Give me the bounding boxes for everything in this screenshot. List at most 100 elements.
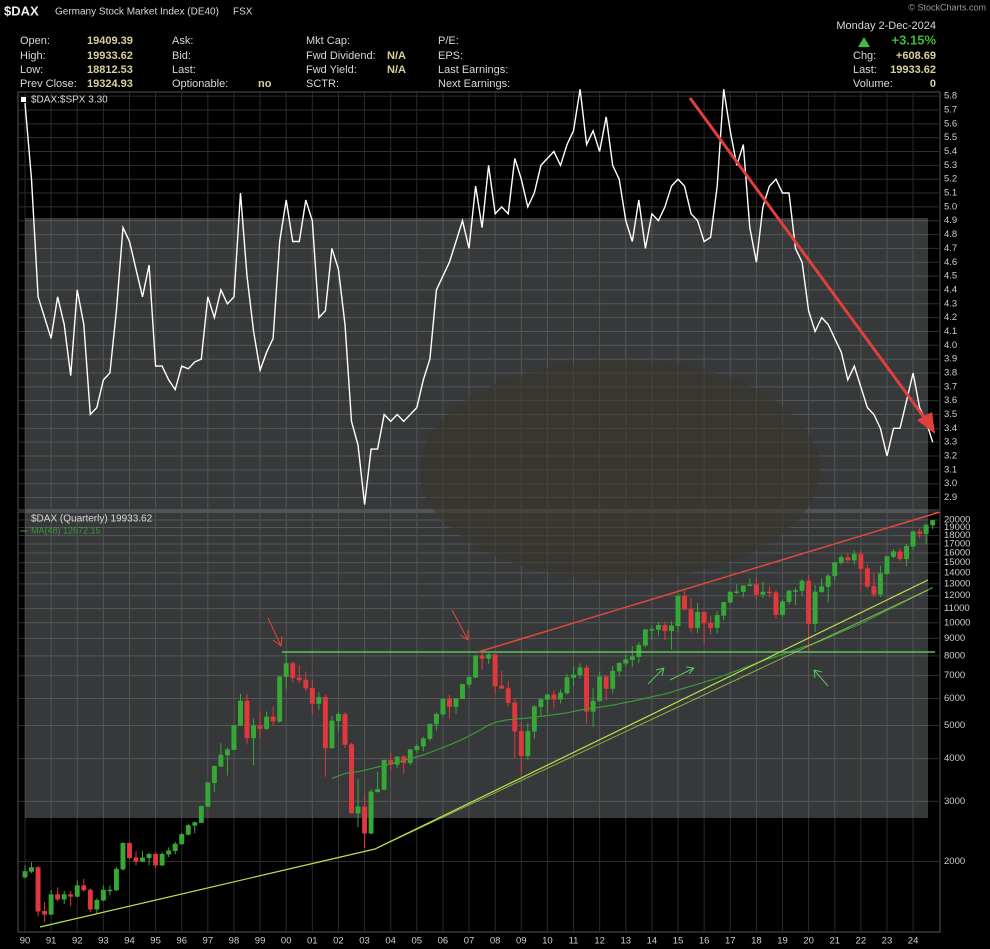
candle-body — [127, 843, 132, 859]
candle-body — [669, 625, 674, 632]
candle-body — [433, 713, 439, 725]
x-tick-label: 19 — [777, 936, 788, 947]
candle-body — [270, 716, 276, 722]
field-label: Chg: — [853, 50, 876, 62]
candle-body — [864, 568, 870, 587]
exchange: FSX — [233, 7, 253, 18]
x-tick-label: 04 — [385, 936, 396, 947]
candle-body — [48, 894, 54, 915]
y-tick-label: 11000 — [944, 603, 970, 614]
candle-body — [904, 545, 909, 560]
x-tick-label: 07 — [464, 936, 475, 947]
candle-body — [786, 590, 792, 602]
x-tick-label: 17 — [725, 936, 736, 947]
candle-body — [584, 667, 590, 712]
field-label: P/E: — [438, 35, 459, 47]
field-label: Last: — [172, 64, 196, 76]
field-label: Last Earnings: — [438, 64, 508, 76]
candle-body — [87, 889, 93, 910]
index-name: Germany Stock Market Index (DE40) — [55, 7, 219, 18]
candle-body — [884, 556, 890, 574]
candle-body — [525, 731, 531, 756]
y-tick-label: 4.9 — [944, 215, 957, 226]
candle-body — [558, 692, 563, 700]
x-tick-label: 13 — [620, 936, 631, 947]
candle-body — [329, 720, 335, 749]
candle-body — [466, 677, 472, 685]
candle-body — [74, 885, 80, 897]
candle-body — [721, 602, 727, 616]
y-tick-label: 12000 — [944, 590, 970, 601]
candle-body — [100, 889, 106, 901]
x-tick-label: 05 — [412, 936, 423, 947]
candle-body — [185, 825, 191, 835]
x-tick-label: 10 — [542, 936, 553, 947]
arrow — [688, 97, 928, 421]
x-tick-label: 97 — [203, 936, 214, 947]
candle-body — [564, 677, 570, 694]
candle-body — [205, 782, 211, 807]
candle-body — [571, 674, 576, 678]
candle-body — [309, 688, 315, 704]
candle-body — [55, 894, 61, 900]
y-tick-label: 7000 — [944, 670, 965, 681]
field-value: 19933.62 — [87, 50, 133, 62]
candle-body — [512, 702, 518, 732]
candle-body — [35, 867, 41, 912]
x-tick-label: 21 — [829, 936, 840, 947]
y-tick-label: 8000 — [944, 650, 965, 661]
y-tick-label: 3000 — [944, 796, 965, 807]
y-tick-label: 4.3 — [944, 298, 957, 309]
y-tick-label: 6000 — [944, 693, 965, 704]
up-arrow-icon — [858, 37, 870, 47]
candle-body — [538, 699, 544, 707]
y-tick-label: 20000 — [944, 514, 970, 525]
candle-body — [518, 731, 524, 756]
y-tick-label: 4.6 — [944, 257, 957, 268]
x-tick-label: 11 — [569, 936, 579, 947]
x-tick-label: 91 — [46, 936, 57, 947]
legend-swatch — [21, 97, 26, 102]
field-value: 18812.53 — [87, 64, 133, 76]
y-tick-label: 4.0 — [944, 340, 957, 351]
field-label: Volume: — [853, 78, 893, 90]
candle-body — [858, 553, 864, 569]
candle-body — [447, 699, 452, 707]
candle-body — [231, 725, 237, 750]
arrow — [451, 609, 469, 641]
arrow — [267, 617, 283, 647]
candle-body — [68, 894, 74, 897]
legend-label: $DAX:$SPX 3.30 — [31, 95, 108, 106]
field-label: High: — [20, 50, 46, 62]
candle-body — [290, 663, 296, 679]
candle-body — [930, 520, 936, 526]
candle-body — [414, 745, 420, 750]
candle-body — [420, 738, 426, 747]
candle-body — [662, 625, 668, 632]
candle-body — [211, 766, 217, 784]
annotations — [39, 97, 941, 928]
candle-body — [917, 531, 923, 534]
field-label: Bid: — [172, 50, 191, 62]
x-tick-label: 24 — [908, 936, 919, 947]
candle-body — [453, 698, 459, 707]
candle-body — [891, 551, 896, 557]
y-tick-label: 4.7 — [944, 243, 957, 254]
x-tick-label: 98 — [229, 936, 240, 947]
candle-body — [845, 557, 851, 561]
candle-body — [218, 754, 224, 767]
x-tick-label: 06 — [438, 936, 449, 947]
marks — [22, 89, 936, 922]
candle-body — [179, 834, 185, 845]
candle-body — [192, 822, 198, 826]
candle-body — [375, 789, 381, 793]
candle-body — [427, 723, 433, 739]
x-tick-label: 94 — [124, 936, 135, 947]
candle-body — [440, 699, 446, 715]
candle-body — [42, 910, 48, 915]
x-tick-label: 93 — [98, 936, 109, 947]
x-tick-label: 01 — [307, 936, 318, 947]
candle-body — [793, 590, 798, 592]
candle-body — [708, 622, 714, 628]
